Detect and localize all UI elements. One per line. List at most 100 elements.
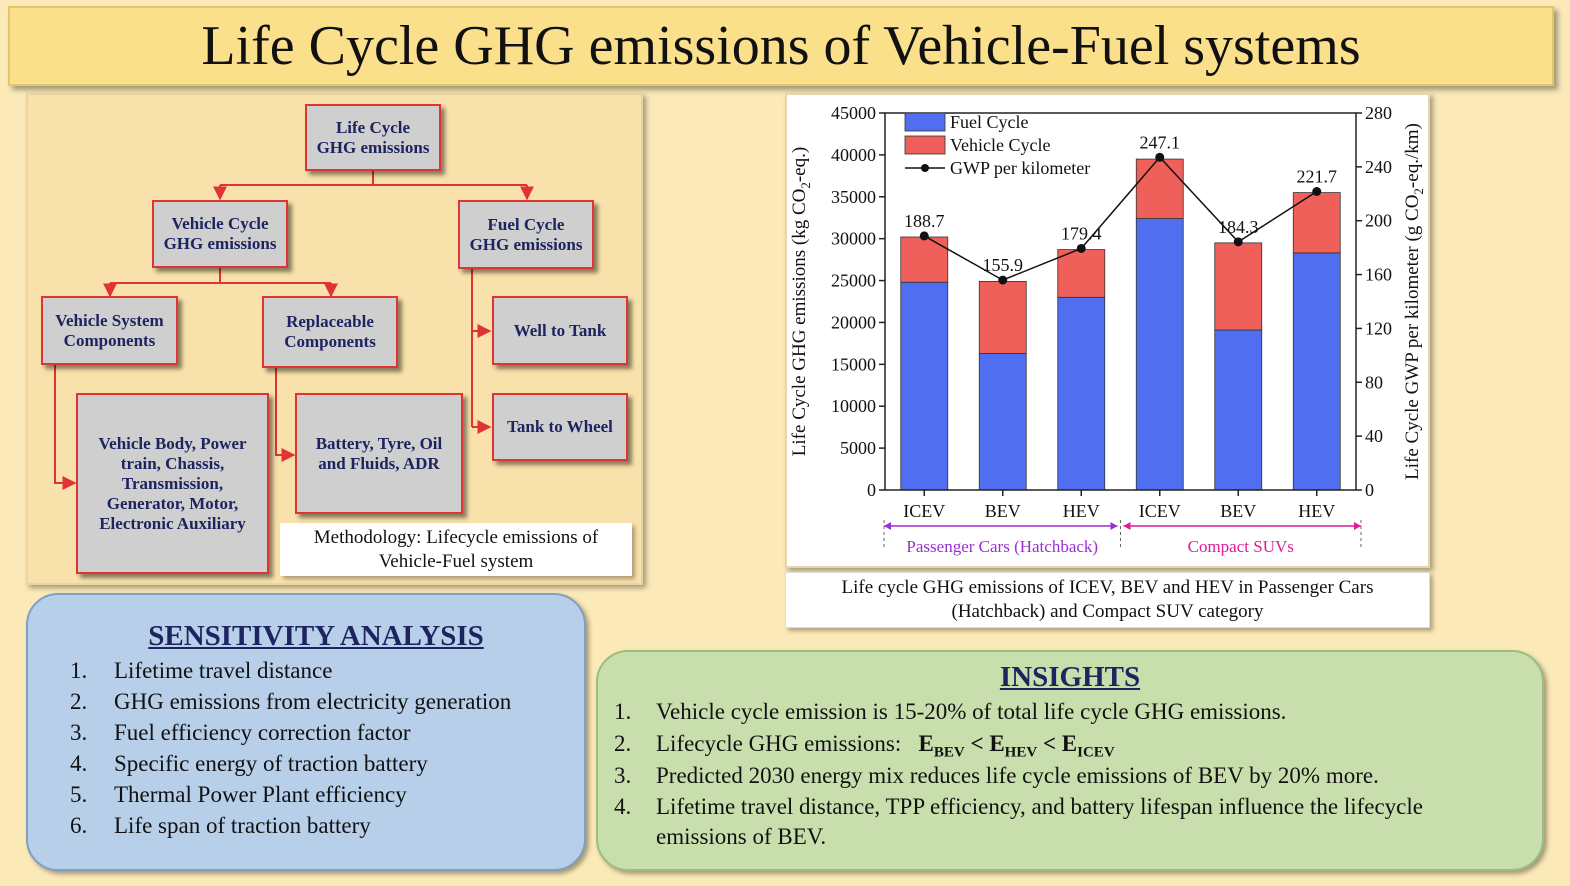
item-number: 4. <box>614 794 632 819</box>
item-number: 3. <box>70 720 88 745</box>
item-number: 6. <box>70 813 88 838</box>
item-text: Vehicle cycle emission is 15-20% of tota… <box>656 699 1287 724</box>
gwp-data-label: 184.3 <box>1218 217 1259 237</box>
gwp-marker <box>1312 186 1322 196</box>
y-tick-label: 15000 <box>831 354 876 374</box>
box-well-to-tank: Well to Tank <box>492 296 628 365</box>
y2-tick-label: 40 <box>1365 426 1383 446</box>
gwp-marker <box>1155 152 1165 162</box>
bar-fuel-cycle <box>1292 252 1341 491</box>
y2-tick-label: 240 <box>1365 157 1392 177</box>
box-vehicle-body-components: Vehicle Body, Power train, Chassis, Tran… <box>76 393 269 574</box>
insight-item: 2. Lifecycle GHG emissions: EBEV < EHEV <… <box>614 729 1514 768</box>
item-text: Lifecycle GHG emissions: <box>656 731 902 756</box>
box-life-cycle-ghg: Life Cycle GHG emissions <box>305 104 441 171</box>
y-tick-label: 20000 <box>831 312 876 332</box>
root-connector <box>220 171 527 186</box>
bar-vehicle-cycle <box>900 236 949 283</box>
sensitivity-item: 5. Thermal Power Plant efficiency <box>70 779 407 810</box>
y-tick-label: 25000 <box>831 271 876 291</box>
bar-fuel-cycle <box>1214 329 1263 491</box>
gwp-data-label: 221.7 <box>1297 166 1338 186</box>
bar-vehicle-cycle <box>1135 158 1184 219</box>
item-text: Predicted 2030 energy mix reduces life c… <box>656 763 1379 788</box>
group-label-compact-suvs: Compact SUVs <box>1188 537 1294 556</box>
insights-panel <box>596 650 1544 871</box>
chart-caption: Life cycle GHG emissions of ICEV, BEV an… <box>785 572 1430 628</box>
item-number: 1. <box>70 658 88 683</box>
bar-vehicle-cycle <box>1057 249 1106 298</box>
item-text-with-inequality: Lifecycle GHG emissions: EBEV < EHEV < E… <box>656 729 1496 768</box>
sensitivity-panel <box>26 593 586 871</box>
x-tick-label: HEV <box>1298 501 1335 521</box>
arrow-to-vehicle-body <box>54 365 77 490</box>
y2-tick-label: 0 <box>1365 480 1374 500</box>
item-text: Lifetime travel distance, TPP efficiency… <box>656 794 1423 849</box>
y2-tick-label: 160 <box>1365 265 1392 285</box>
methodology-caption: Methodology: Lifecycle emissions of Vehi… <box>280 523 632 576</box>
y2-tick-label: 200 <box>1365 211 1392 231</box>
sensitivity-item: 3. Fuel efficiency correction factor <box>70 717 411 748</box>
y2-tick-label: 120 <box>1365 318 1392 338</box>
e-symbol: E <box>1061 731 1078 756</box>
y2-tick-label: 280 <box>1365 103 1392 123</box>
y-tick-label: 35000 <box>831 187 876 207</box>
box-vehicle-system-components: Vehicle System Components <box>41 296 178 365</box>
item-number: 2. <box>70 689 88 714</box>
bar-fuel-cycle <box>900 281 949 491</box>
y2-tick-label: 80 <box>1365 372 1383 392</box>
bar-vehicle-cycle <box>1292 192 1341 254</box>
bar-vehicle-cycle <box>1214 242 1263 331</box>
icev-subscript: ICEV <box>1077 744 1115 761</box>
y-tick-label: 40000 <box>831 145 876 165</box>
vehicle-cycle-connector <box>110 268 331 284</box>
y-tick-label: 30000 <box>831 229 876 249</box>
insight-item: 3. Predicted 2030 energy mix reduces life… <box>614 761 1514 791</box>
x-tick-label: BEV <box>1220 501 1256 521</box>
bar-fuel-cycle <box>1057 296 1106 491</box>
x-tick-label: ICEV <box>1139 501 1181 521</box>
legend-swatch-vehicle-cycle <box>904 135 946 155</box>
x-tick-label: ICEV <box>903 501 945 521</box>
insight-item: 1. Vehicle cycle emission is 15-20% of to… <box>614 697 1514 727</box>
title-banner <box>8 6 1554 86</box>
sensitivity-item: 2. GHG emissions from electricity generat… <box>70 686 511 717</box>
methodology-caption-text: Methodology: Lifecycle emissions of Vehi… <box>313 526 599 572</box>
gwp-marker <box>1076 243 1086 253</box>
y-tick-label: 5000 <box>840 438 876 458</box>
y-tick-label: 10000 <box>831 396 876 416</box>
item-text: Lifetime travel distance <box>114 658 333 683</box>
gwp-data-label: 247.1 <box>1140 132 1181 152</box>
y-tick-label: 0 <box>867 480 876 500</box>
x-tick-label: BEV <box>985 501 1021 521</box>
chart-caption-text: Life cycle GHG emissions of ICEV, BEV an… <box>841 577 1374 622</box>
gwp-data-label: 188.7 <box>904 211 945 231</box>
item-number: 1. <box>614 699 632 724</box>
hev-subscript: HEV <box>1004 744 1038 761</box>
item-text: Fuel efficiency correction factor <box>114 720 411 745</box>
flowchart-connectors <box>54 171 534 490</box>
arrow-to-battery <box>275 368 296 462</box>
gwp-data-label: 179.4 <box>1061 223 1102 243</box>
gwp-marker <box>998 275 1008 285</box>
y-axis-title: Life Cycle GHG emissions (kg CO2-eq.) <box>789 147 813 456</box>
item-text: GHG emissions from electricity generatio… <box>114 689 512 714</box>
legend-label-fuel-cycle: Fuel Cycle <box>950 112 1029 132</box>
legend-marker-gwp <box>921 164 929 172</box>
legend-label-gwp: GWP per kilometer <box>950 158 1090 178</box>
e-symbol: E <box>989 731 1005 756</box>
insight-item: 4. Lifetime travel distance, TPP efficien… <box>614 792 1514 852</box>
y2-axis-title: Life Cycle GWP per kilometer (g CO2-eq./… <box>1402 123 1426 480</box>
item-text: Specific energy of traction battery <box>114 751 428 776</box>
sensitivity-item: 6. Life span of traction battery <box>70 810 371 841</box>
item-text: Life span of traction battery <box>114 813 371 838</box>
bar-fuel-cycle <box>1135 218 1184 491</box>
box-replaceable-components: Replaceable Components <box>262 296 398 368</box>
item-number: 5. <box>70 782 88 807</box>
less-than: < <box>970 731 984 756</box>
e-symbol: E <box>918 731 934 756</box>
bar-vehicle-cycle <box>978 280 1027 354</box>
x-tick-label: HEV <box>1063 501 1100 521</box>
y-tick-label: 45000 <box>831 103 876 123</box>
sensitivity-item: 4. Specific energy of traction battery <box>70 748 428 779</box>
